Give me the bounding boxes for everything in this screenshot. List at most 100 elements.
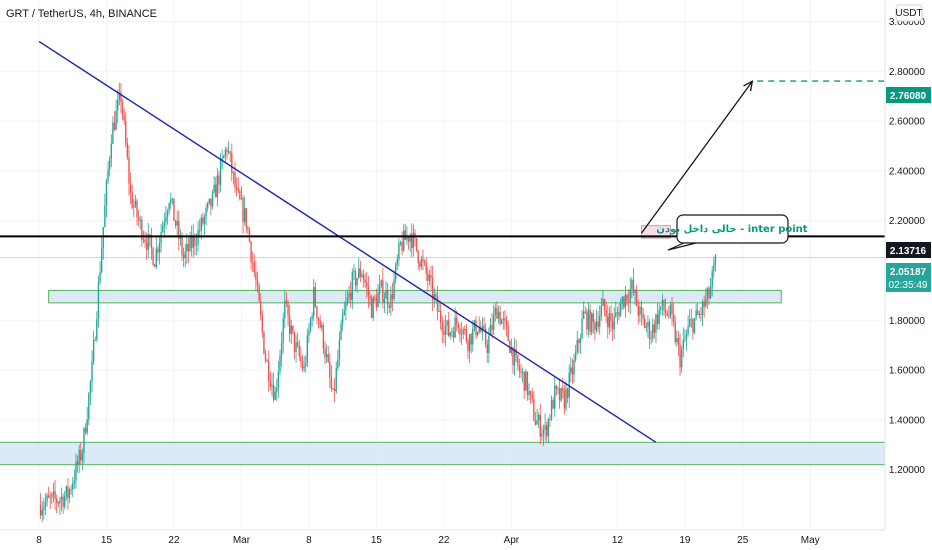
candle-body: [680, 349, 683, 368]
candle-body: [584, 311, 586, 313]
candle-body: [189, 236, 191, 252]
candle-body: [592, 313, 594, 323]
candle-body: [107, 169, 109, 181]
candle-body: [330, 377, 333, 389]
candle-body: [544, 425, 546, 430]
candle-body: [39, 504, 42, 516]
candle-body: [436, 295, 439, 312]
x-tick-label: 8: [306, 535, 312, 546]
candle-body: [692, 319, 694, 333]
candle-body: [684, 339, 686, 341]
candle-body: [674, 321, 676, 343]
entry-box: [641, 225, 671, 239]
candle-body: [650, 338, 652, 340]
candle-body: [711, 271, 713, 287]
annotation-callout[interactable]: خالی داخل بودن - inter point: [656, 214, 808, 244]
candle-body: [117, 100, 119, 111]
x-tick-label: 19: [679, 535, 691, 546]
candle-body: [526, 371, 529, 396]
candle-body: [349, 292, 352, 300]
candle-body: [348, 292, 350, 298]
candle-body: [525, 371, 527, 391]
candle-body: [211, 191, 214, 207]
candle-body: [531, 393, 533, 400]
candle-body: [529, 391, 532, 394]
candle-body: [179, 237, 182, 239]
candle-body: [194, 236, 196, 246]
time-axis[interactable]: [0, 530, 885, 550]
candle-body: [571, 367, 574, 375]
annotation-box[interactable]: [676, 214, 789, 244]
candle-body: [671, 304, 673, 314]
price-label-level-text: 2.13716: [890, 246, 927, 257]
candle-body: [435, 294, 437, 296]
candle-body: [41, 510, 43, 516]
candle-body: [316, 306, 318, 319]
candle-body: [423, 261, 426, 263]
candle-body: [187, 243, 190, 252]
candle-body: [615, 312, 617, 317]
candle-body: [337, 359, 339, 369]
candle-body: [181, 237, 183, 255]
candle-body: [406, 236, 408, 240]
candle-body: [57, 502, 59, 504]
candle-body: [298, 345, 300, 357]
candle-body: [475, 320, 477, 336]
candle-body: [81, 453, 84, 461]
support-zone: [0, 441, 898, 466]
y-tick-label: 1.40000: [889, 415, 926, 426]
candle-body: [182, 254, 185, 259]
candle-body: [68, 489, 71, 499]
candle-body: [631, 280, 633, 290]
candle-body: [594, 322, 596, 331]
candle-body: [369, 296, 371, 299]
candle-body: [72, 483, 74, 490]
candle-body: [394, 264, 397, 280]
x-tick-label: 25: [737, 535, 749, 546]
candle-body: [305, 363, 307, 366]
candle-body: [499, 311, 501, 324]
currency-label[interactable]: USDT: [895, 8, 922, 19]
candle-body: [613, 316, 615, 330]
price-label-last-bg: [886, 263, 931, 292]
candle-body: [64, 496, 66, 507]
candle-body: [507, 325, 509, 341]
candle-body: [624, 294, 627, 308]
candle-body: [125, 120, 127, 144]
candle-body: [282, 318, 284, 343]
candle-body: [449, 332, 452, 336]
candle-body: [629, 289, 631, 302]
candle-body: [595, 321, 598, 331]
candle-body: [528, 391, 530, 396]
candle-body: [672, 313, 675, 322]
candle-body: [150, 236, 153, 249]
candle-body: [152, 248, 154, 265]
candle-body: [480, 328, 482, 332]
candle-body: [335, 368, 337, 392]
candle-body: [634, 290, 636, 294]
candle-body: [366, 282, 368, 287]
candle-body: [518, 365, 521, 372]
candle-body: [713, 265, 715, 272]
candle-body: [256, 280, 259, 286]
candle-body: [192, 236, 194, 248]
candle-body: [668, 315, 670, 317]
candle-body: [415, 237, 418, 251]
candle-body: [52, 491, 55, 495]
candle-body: [62, 496, 64, 507]
candle-body: [112, 122, 114, 144]
candle-body: [700, 314, 702, 316]
candle-body: [677, 338, 680, 345]
annotation-pointer: [667, 241, 701, 251]
candle-body: [341, 315, 344, 324]
candle-body: [621, 296, 623, 304]
currency-button[interactable]: USDT: [895, 4, 923, 22]
candle-body: [293, 331, 296, 353]
countdown-text: 02:35:49: [889, 280, 928, 291]
candle-body: [240, 198, 243, 200]
candle-body: [521, 371, 524, 373]
currency-button-frame[interactable]: [895, 4, 923, 22]
candle-body: [600, 306, 603, 317]
candle-body: [610, 313, 612, 322]
